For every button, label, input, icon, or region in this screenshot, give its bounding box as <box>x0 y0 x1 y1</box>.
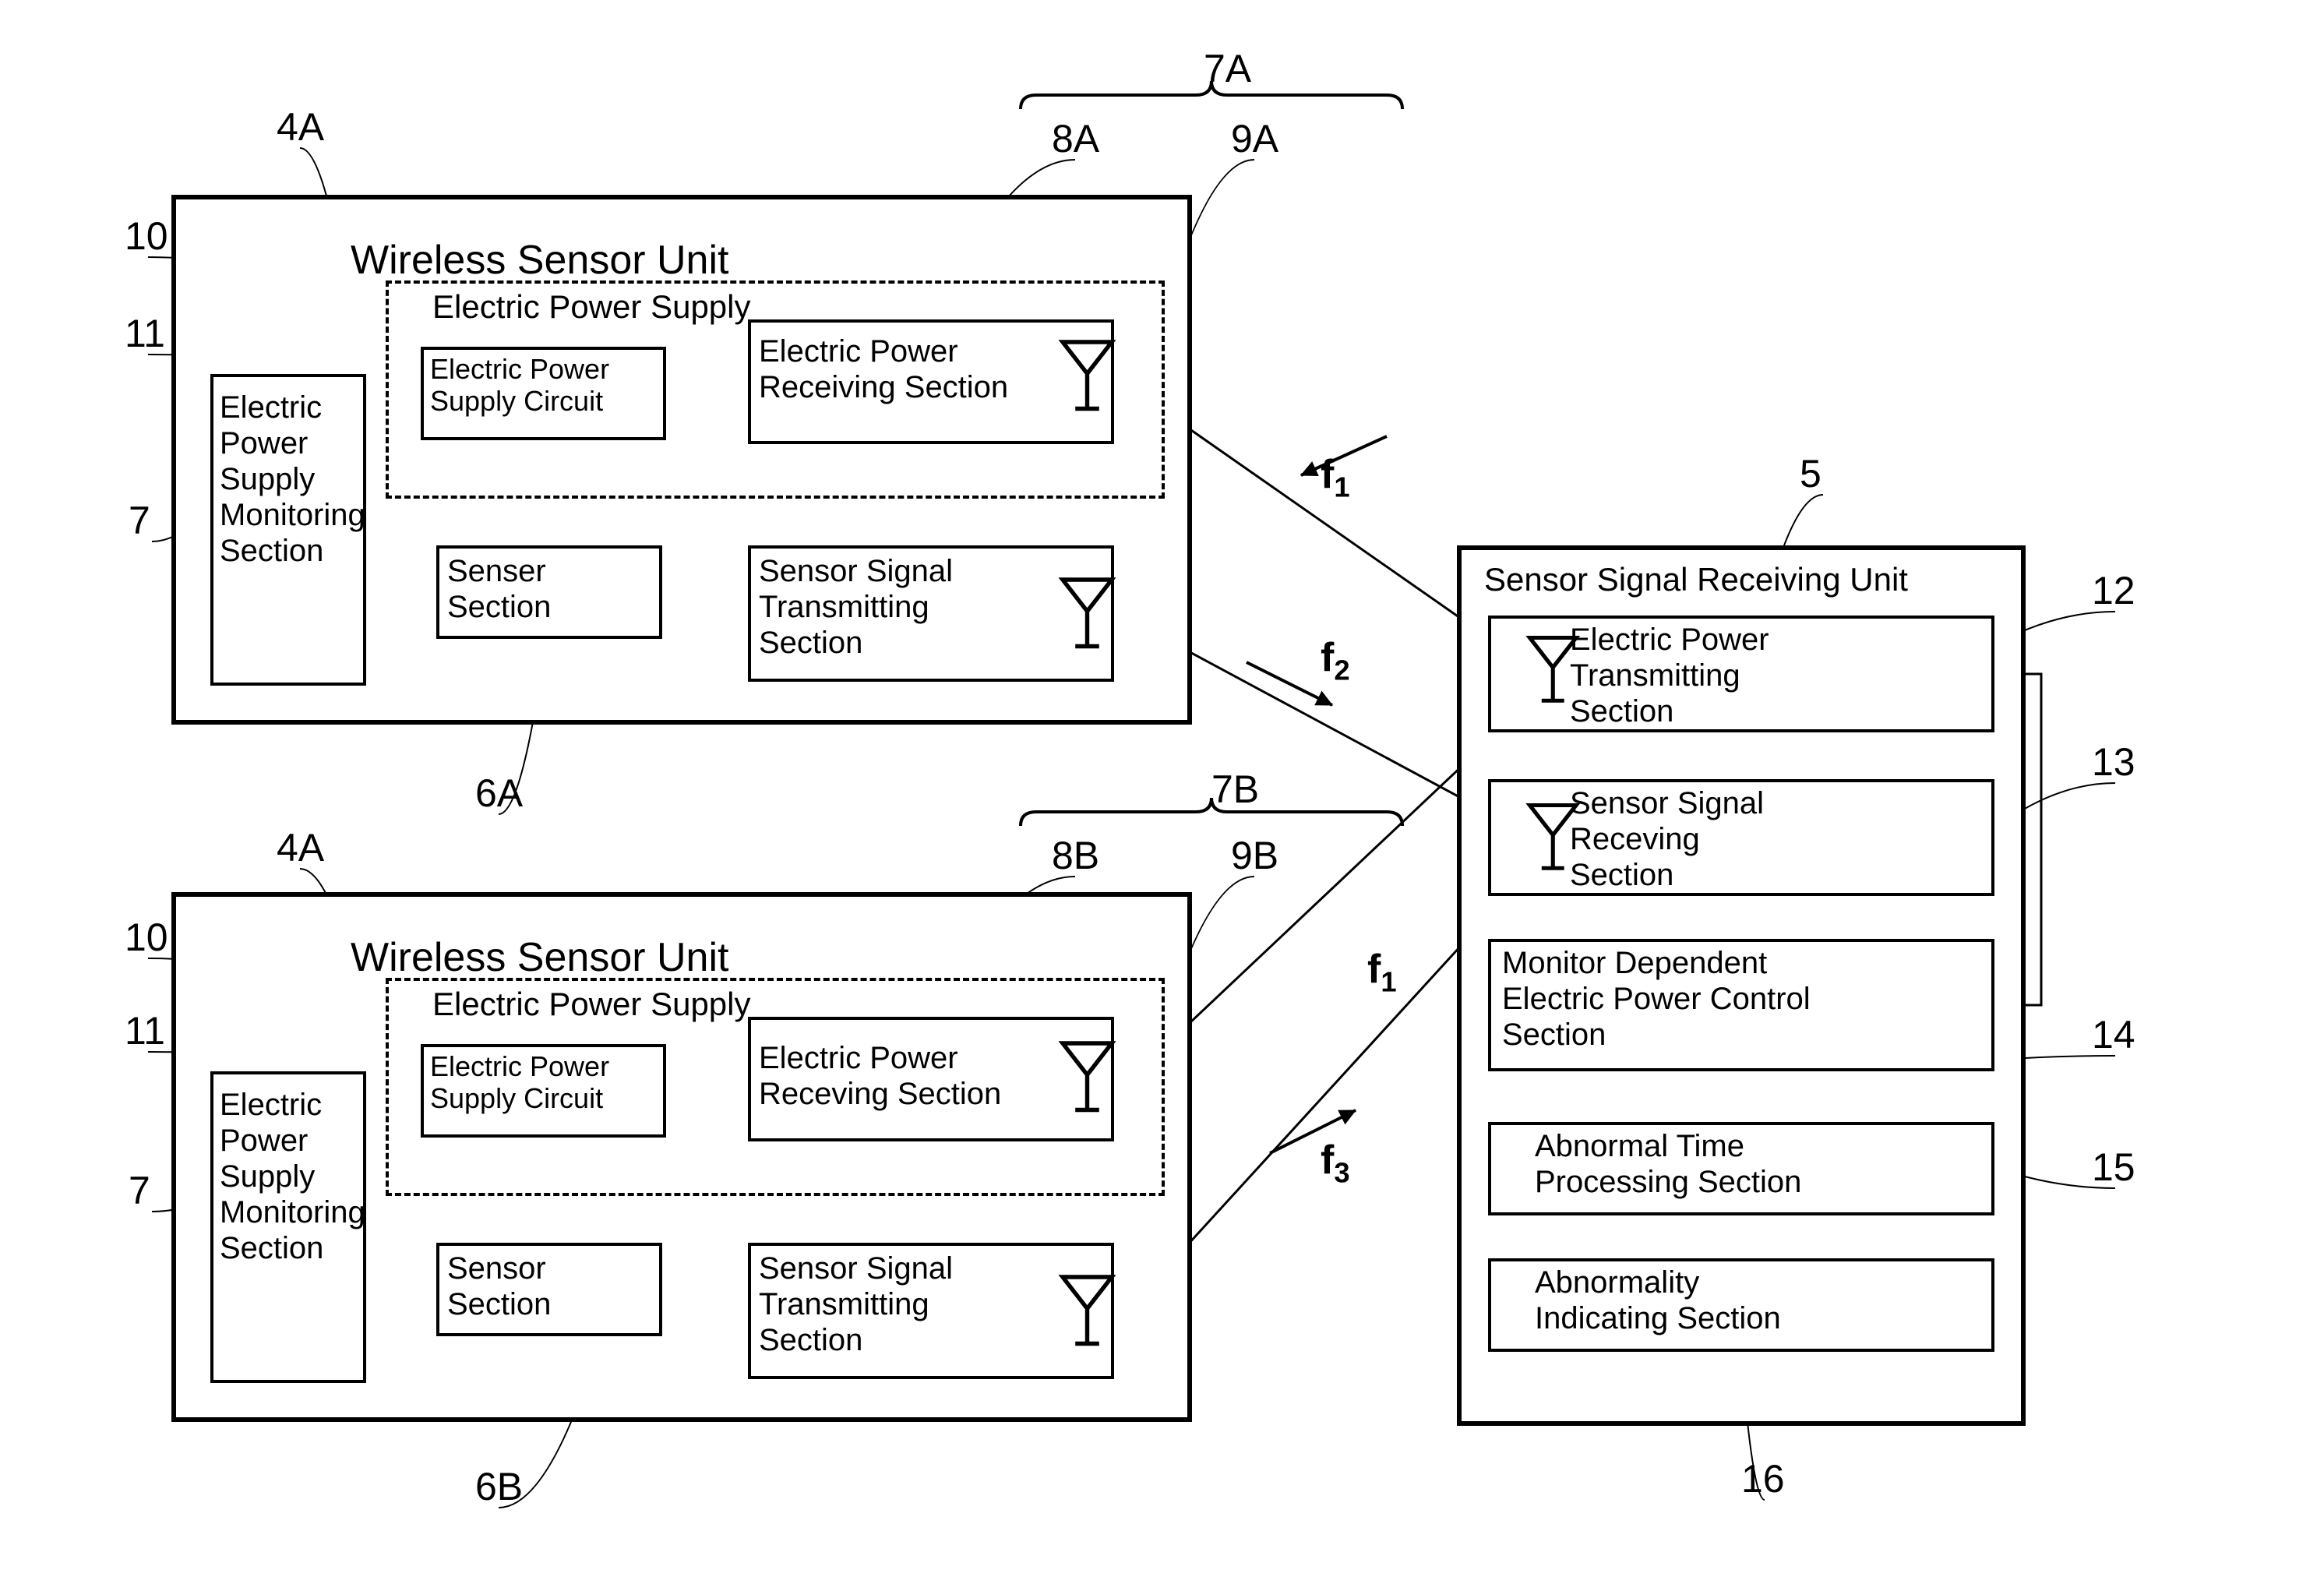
diagram-label: 6B <box>475 1465 523 1510</box>
diagram-label: SensorSection <box>447 1251 551 1322</box>
diagram-label: Electric Power Supply <box>432 986 751 1023</box>
diagram-label: Sensor SignalTransmittingSection <box>759 1251 1016 1358</box>
antenna-icon <box>1056 573 1119 654</box>
diagram-label: 13 <box>2092 740 2135 785</box>
diagram-label: Sensor Signal Receiving Unit <box>1484 561 1908 598</box>
diagram-label: SenserSection <box>447 553 551 625</box>
diagram-label: 15 <box>2092 1145 2135 1191</box>
diagram-label: 7 <box>129 1169 150 1214</box>
diagram-label: 9B <box>1231 834 1278 879</box>
diagram-label: Electric PowerSupply Circuit <box>430 1050 609 1115</box>
diagram-label: 10 <box>125 915 168 961</box>
antenna-icon <box>1056 1036 1119 1117</box>
diagram-label: 10 <box>125 214 168 259</box>
diagram-label: Abnormal TimeProcessing Section <box>1535 1128 1801 1200</box>
diagram-label: f2 <box>1321 635 1350 686</box>
diagram-label: Wireless Sensor Unit <box>351 238 728 284</box>
diagram-label: 12 <box>2092 569 2135 614</box>
diagram-label: f1 <box>1367 947 1397 998</box>
antenna-icon <box>1523 799 1583 876</box>
diagram-label: Sensor SignalTransmittingSection <box>759 553 1016 661</box>
diagram-label: 8B <box>1052 834 1099 879</box>
diagram-label: 7 <box>129 499 150 544</box>
antenna-icon <box>1523 631 1583 708</box>
antenna-icon <box>1056 335 1119 416</box>
diagram-label: 5 <box>1800 452 1821 497</box>
diagram-label: 11 <box>125 312 165 357</box>
diagram-label: Wireless Sensor Unit <box>351 935 728 982</box>
diagram-label: Electric Power Supply <box>432 288 751 326</box>
diagram-label: 14 <box>2092 1013 2135 1058</box>
diagram-label: AbnormalityIndicating Section <box>1535 1265 1781 1336</box>
diagram-label: Electric PowerReceiving Section <box>759 333 1016 405</box>
diagram-label: ElectricPowerSupplyMonitoringSection <box>220 1087 365 1266</box>
diagram-label: Sensor SignalRecevingSection <box>1570 785 1764 893</box>
diagram-label: Monitor DependentElectric Power ControlS… <box>1502 945 1811 1053</box>
diagram-label: f3 <box>1321 1138 1350 1189</box>
diagram-label: 6A <box>475 771 523 817</box>
diagram-label: 8A <box>1052 117 1099 162</box>
diagram-label: 9A <box>1231 117 1278 162</box>
diagram-label: 4A <box>277 105 324 150</box>
diagram-label: Electric PowerTransmittingSection <box>1570 622 1769 729</box>
diagram-label: Electric PowerSupply Circuit <box>430 353 609 418</box>
diagram-label: 16 <box>1741 1457 1785 1502</box>
diagram-label: 11 <box>125 1009 165 1054</box>
antenna-icon <box>1056 1270 1119 1351</box>
diagram-label: 7B <box>1211 767 1259 813</box>
diagram-label: Electric PowerReceving Section <box>759 1040 1039 1112</box>
diagram-label: 4A <box>277 826 324 871</box>
diagram-label: f1 <box>1321 452 1350 503</box>
diagram-label: ElectricPowerSupplyMonitoringSection <box>220 390 365 569</box>
diagram-label: 7A <box>1204 47 1251 92</box>
